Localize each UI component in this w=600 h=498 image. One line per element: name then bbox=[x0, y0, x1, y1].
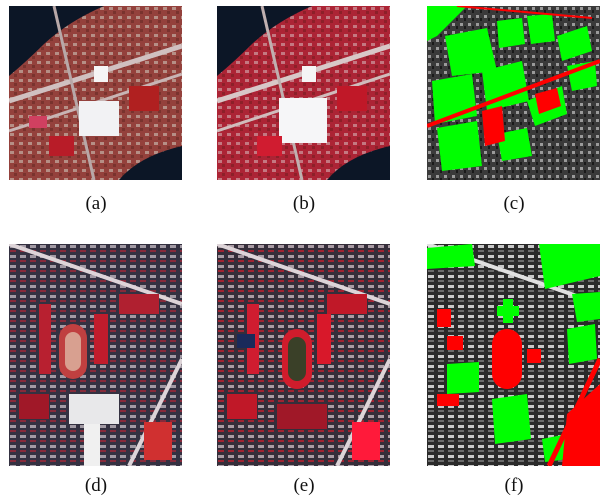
industrial-scene-b bbox=[217, 6, 390, 180]
urban-scene-d bbox=[9, 244, 182, 466]
caption-c: (c) bbox=[503, 193, 525, 214]
caption-e: (e) bbox=[293, 475, 315, 496]
caption-f: (f) bbox=[504, 475, 524, 496]
industrial-scene-a bbox=[9, 6, 182, 180]
panel-a-image bbox=[9, 6, 182, 180]
urban-change-map bbox=[427, 244, 600, 466]
panel-c-image bbox=[427, 6, 600, 180]
caption-b: (b) bbox=[292, 193, 316, 214]
caption-a: (a) bbox=[85, 193, 107, 214]
urban-scene-e bbox=[217, 244, 390, 466]
caption-d: (d) bbox=[84, 475, 108, 496]
panel-e-image bbox=[217, 244, 390, 466]
panel-b-image bbox=[217, 6, 390, 180]
industrial-change-map bbox=[427, 6, 600, 180]
panel-f-image bbox=[427, 244, 600, 466]
panel-d-image bbox=[9, 244, 182, 466]
